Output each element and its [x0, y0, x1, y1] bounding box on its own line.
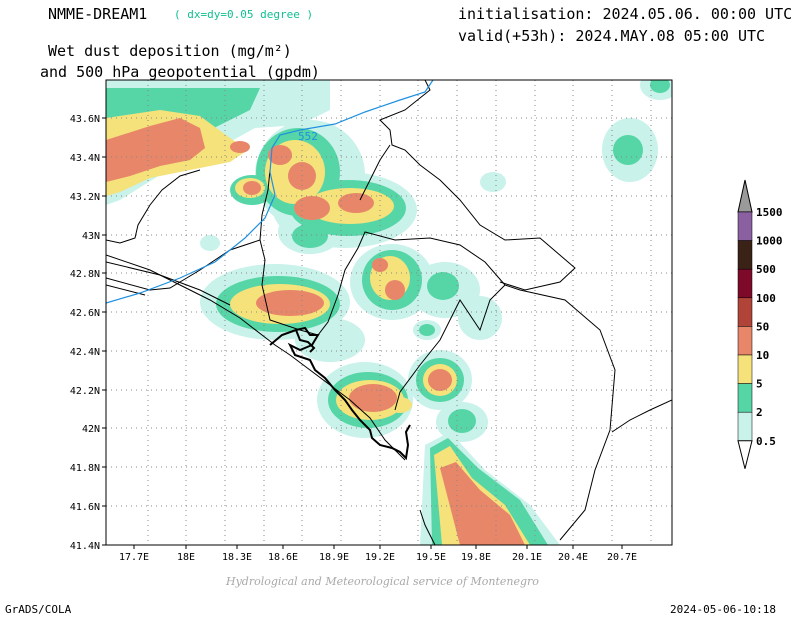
colorbar-label: 5 [756, 378, 763, 391]
lon-tick-label: 20.1E [512, 552, 542, 563]
lat-tick-label: 42.8N [70, 269, 100, 280]
lat-tick-label: 41.8N [70, 463, 100, 474]
lat-tick-label: 42.6N [70, 308, 100, 319]
lat-tick-label: 41.6N [70, 502, 100, 513]
resolution-label: ( dx=dy=0.05 degree ) [174, 8, 314, 21]
colorbar-bottom-arrow [737, 440, 753, 469]
lat-tick-label: 41.4N [70, 541, 100, 552]
lat-tick-label: 42.4N [70, 347, 100, 358]
lat-tick-label: 43N [82, 231, 100, 242]
credit-text: Hydrological and Meteorological service … [226, 575, 539, 588]
country-borders [106, 80, 672, 545]
colorbar-label: 0.5 [756, 435, 776, 448]
lon-tick-label: 18E [177, 552, 195, 563]
generated-timestamp: 2024-05-06-10:18 [670, 603, 776, 616]
colorbar-label: 10 [756, 349, 769, 362]
lat-tick-label: 42.2N [70, 386, 100, 397]
lat-tick-label: 43.4N [70, 153, 100, 164]
colorbar-segment [737, 326, 753, 356]
colorbar: 1500 1000 500 100 50 10 5 2 0.5 [737, 179, 783, 469]
lat-tick-label: 43.6N [70, 114, 100, 125]
colorbar-label: 500 [756, 263, 776, 276]
lon-tick-label: 19.5E [416, 552, 446, 563]
colorbar-segment [737, 354, 753, 384]
lon-tick-label: 18.3E [222, 552, 252, 563]
field-title: Wet dust deposition (mg/m²) [48, 42, 292, 60]
lat-tick-label: 43.2N [70, 192, 100, 203]
colorbar-label: 100 [756, 292, 776, 305]
lon-tick-label: 20.4E [558, 552, 588, 563]
axis-ticks: 17.7E 18E 18.3E 18.6E 18.9E 19.2E 19.5E 19.8E 20… [70, 114, 637, 563]
colorbar-segment [737, 240, 753, 270]
lon-tick-label: 19.2E [365, 552, 395, 563]
colorbar-segment [737, 211, 753, 241]
deposition-field [106, 80, 672, 545]
deposition-10-50 [106, 118, 525, 545]
colorbar-top-arrow [737, 179, 753, 213]
model-title: NMME-DREAM1 [48, 5, 148, 23]
geopotential-contour [106, 80, 434, 304]
lon-tick-label: 17.7E [119, 552, 149, 563]
contour-label: 552 [298, 130, 318, 143]
lon-tick-label: 18.9E [319, 552, 349, 563]
colorbar-segment [737, 268, 753, 299]
montenegro-outline [269, 326, 411, 461]
colorbar-segment [737, 297, 753, 327]
software-label: GrADS/COLA [5, 603, 72, 616]
colorbar-label: 2 [756, 406, 763, 419]
valid-time: valid(+53h): 2024.MAY.08 05:00 UTC [458, 27, 766, 45]
lat-tick-label: 42N [82, 424, 100, 435]
initialisation-time: initialisation: 2024.05.06. 00:00 UTC [458, 5, 793, 23]
field-subtitle: and 500 hPa geopotential (gpdm) [40, 63, 320, 81]
colorbar-segment [737, 383, 753, 413]
lon-tick-label: 19.8E [461, 552, 491, 563]
colorbar-label: 1000 [756, 235, 783, 248]
lon-tick-label: 20.7E [607, 552, 637, 563]
colorbar-label: 50 [756, 320, 769, 333]
colorbar-label: 1500 [756, 206, 783, 219]
lon-tick-label: 18.6E [268, 552, 298, 563]
colorbar-segment [737, 411, 753, 442]
